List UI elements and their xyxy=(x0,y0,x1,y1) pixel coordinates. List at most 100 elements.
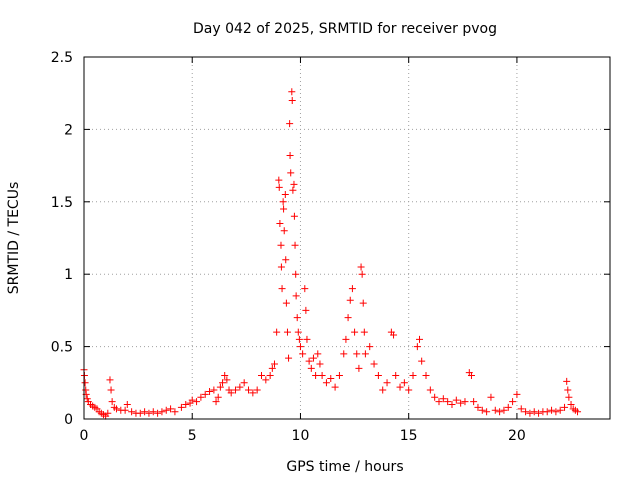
data-point xyxy=(487,394,494,401)
x-axis-label: GPS time / hours xyxy=(286,459,403,475)
data-point xyxy=(302,307,309,314)
data-point xyxy=(276,220,283,227)
axis-ticks: 0 5 10 15 20 0 0.5 1 1.5 2 2.5 xyxy=(51,50,610,444)
data-point xyxy=(262,376,269,383)
y-tick-label: 2 xyxy=(64,122,73,138)
data-point xyxy=(282,191,289,198)
y-tick-label: 1.5 xyxy=(51,195,73,211)
data-point xyxy=(565,394,572,401)
data-point xyxy=(290,181,297,188)
data-point xyxy=(267,372,274,379)
data-point xyxy=(564,387,571,394)
data-point xyxy=(210,387,217,394)
data-point xyxy=(461,398,468,405)
data-point xyxy=(349,285,356,292)
data-point xyxy=(82,379,89,386)
data-point xyxy=(397,384,404,391)
chart-svg: Day 042 of 2025, SRMTID for receiver pvo… xyxy=(0,0,640,480)
data-point xyxy=(289,97,296,104)
data-point xyxy=(359,271,366,278)
data-point xyxy=(405,387,412,394)
y-tick-label: 2.5 xyxy=(51,50,73,66)
data-point xyxy=(292,242,299,249)
data-point xyxy=(314,350,321,357)
data-point xyxy=(294,314,301,321)
data-point xyxy=(297,343,304,350)
data-point xyxy=(483,408,490,415)
data-point xyxy=(278,263,285,270)
data-point xyxy=(366,343,373,350)
data-point xyxy=(301,285,308,292)
data-point xyxy=(141,408,148,415)
data-point xyxy=(513,391,520,398)
data-point xyxy=(283,300,290,307)
data-point xyxy=(286,120,293,127)
data-point xyxy=(358,263,365,270)
data-point xyxy=(418,358,425,365)
y-tick-label: 0 xyxy=(64,412,73,428)
data-point xyxy=(145,410,152,417)
data-point xyxy=(332,384,339,391)
data-point xyxy=(347,297,354,304)
data-point xyxy=(509,398,516,405)
data-point xyxy=(371,360,378,367)
grid-lines xyxy=(84,57,610,419)
data-point xyxy=(327,375,334,382)
data-point xyxy=(287,169,294,176)
data-point xyxy=(312,372,319,379)
data-point xyxy=(375,372,382,379)
data-point xyxy=(287,152,294,159)
data-point xyxy=(379,387,386,394)
data-point xyxy=(275,177,282,184)
data-point xyxy=(288,88,295,95)
data-point xyxy=(319,372,326,379)
data-point xyxy=(563,378,570,385)
y-tick-label: 1 xyxy=(64,267,73,283)
data-point xyxy=(340,350,347,357)
data-point xyxy=(158,408,165,415)
data-point xyxy=(280,198,287,205)
data-point xyxy=(292,271,299,278)
plot-frame xyxy=(84,57,610,419)
x-tick-label: 0 xyxy=(80,428,89,444)
data-point xyxy=(316,360,323,367)
data-point xyxy=(355,365,362,372)
x-tick-label: 20 xyxy=(508,428,526,444)
data-point xyxy=(258,372,265,379)
y-tick-label: 0.5 xyxy=(51,340,73,356)
data-point xyxy=(284,329,291,336)
data-point xyxy=(384,379,391,386)
data-point xyxy=(291,213,298,220)
data-point xyxy=(106,376,113,383)
data-point xyxy=(351,329,358,336)
data-point xyxy=(427,387,434,394)
data-point xyxy=(282,256,289,263)
x-tick-label: 5 xyxy=(188,428,197,444)
data-point xyxy=(279,285,286,292)
data-point xyxy=(496,408,503,415)
data-point xyxy=(280,206,287,213)
data-point xyxy=(108,387,115,394)
data-point xyxy=(289,187,296,194)
data-point xyxy=(193,398,200,405)
data-point xyxy=(353,350,360,357)
data-point xyxy=(360,300,367,307)
data-point xyxy=(531,408,538,415)
data-point xyxy=(414,343,421,350)
data-point xyxy=(296,336,303,343)
data-point xyxy=(308,365,315,372)
data-point xyxy=(303,336,310,343)
data-point xyxy=(323,379,330,386)
data-point xyxy=(137,410,144,417)
x-tick-label: 15 xyxy=(400,428,418,444)
data-point xyxy=(492,407,499,414)
data-point xyxy=(535,410,542,417)
data-point xyxy=(163,407,170,414)
data-point xyxy=(336,372,343,379)
data-point xyxy=(128,408,135,415)
data-point xyxy=(299,350,306,357)
data-point xyxy=(552,408,559,415)
data-point xyxy=(345,314,352,321)
data-point xyxy=(154,410,161,417)
chart-title: Day 042 of 2025, SRMTID for receiver pvo… xyxy=(193,21,497,37)
